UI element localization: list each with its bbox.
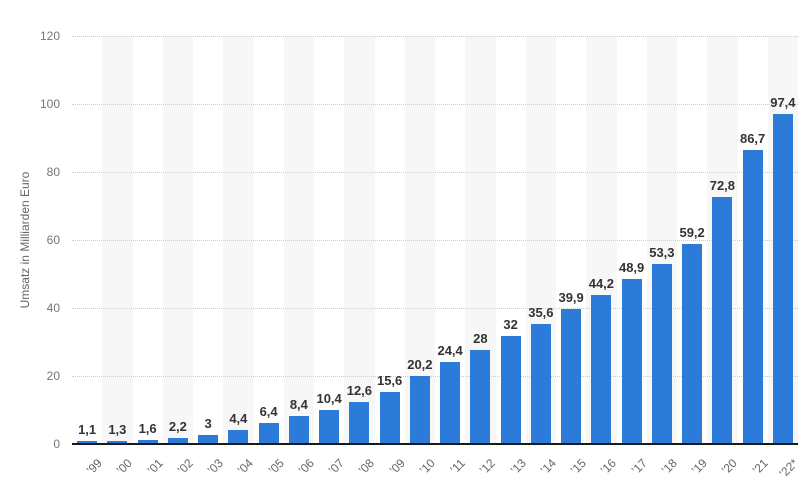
bar-value-label: 1,6 [138,420,157,436]
x-tick-label: ’14 [537,456,559,478]
bar-value-label: 4,4 [229,411,248,427]
bar-value-label: 59,2 [679,224,705,240]
bar[interactable] [591,294,612,445]
x-tick-label: ’12 [477,456,499,478]
grid-line [72,172,798,173]
x-axis-line [72,443,798,445]
bar-value-label: 35,6 [528,304,554,320]
bar[interactable] [712,197,733,445]
x-tick-label: ’22* [776,456,801,481]
grid-line [72,36,798,37]
x-tick-label: ’01 [144,456,166,478]
x-tick-label: ’10 [416,456,438,478]
bar[interactable] [500,336,521,445]
bar[interactable] [651,263,672,445]
bar-value-label: 72,8 [709,178,736,194]
grid-line [72,240,798,241]
y-tick-label: 40 [46,301,60,315]
bar[interactable] [258,423,279,445]
x-tick-label: ’19 [688,456,711,478]
x-tick-label: ’15 [567,456,590,478]
x-tick-label: ’05 [265,456,287,478]
y-tick-label: 60 [46,233,60,247]
bar[interactable] [530,323,551,445]
bar-value-label: 39,9 [558,290,584,306]
x-tick-label: ’09 [386,456,408,478]
bar[interactable] [772,113,793,445]
bar-value-label: 8,4 [289,397,308,413]
x-tick-label: ’13 [507,456,529,478]
bar[interactable] [228,430,249,445]
y-tick-label: 80 [46,165,60,179]
bar-value-label: 97,4 [770,94,796,110]
bar-value-label: 3 [204,415,212,431]
x-tick-label: ’02 [174,456,196,478]
bar[interactable] [470,349,491,445]
x-tick-label: ’07 [325,456,348,478]
bar[interactable] [198,434,219,445]
bar-value-label: 86,7 [739,131,766,147]
bar-value-label: 10,4 [316,390,342,406]
bar-value-label: 1,3 [108,421,127,437]
x-tick-label: ’08 [356,456,378,478]
bar[interactable] [107,440,128,445]
bar[interactable] [682,243,703,445]
grid-line [72,376,798,377]
bar-value-label: 48,9 [618,259,645,275]
grid-line [72,104,798,105]
x-tick-label: ’04 [235,456,257,478]
bar-value-label: 53,3 [649,244,675,260]
bar[interactable] [137,439,158,445]
bar-value-label: 12,6 [346,383,373,399]
bar-value-label: 44,2 [588,275,615,291]
x-tick-label: ’21 [749,456,771,478]
bar[interactable] [561,309,582,445]
bar[interactable] [167,437,188,445]
bar-value-label: 32 [503,317,518,333]
bar-value-label: 15,6 [376,372,403,388]
bar[interactable] [742,150,763,445]
bar[interactable] [409,376,430,445]
bar-value-label: 28 [473,330,488,346]
bar-value-label: 20,2 [407,357,433,373]
x-tick-label: ’11 [447,456,469,477]
bar[interactable] [621,278,642,445]
bar[interactable] [379,391,400,445]
bar-value-label: 1,1 [78,422,97,438]
y-tick-label: 20 [46,369,60,383]
bar-value-label: 6,4 [259,404,278,420]
bar-value-label: 2,2 [168,418,187,434]
bar[interactable] [288,416,309,445]
x-tick-label: ’17 [628,456,650,478]
bar-value-label: 24,4 [437,343,463,359]
x-tick-label: ’18 [658,456,680,478]
x-tick-label: ’00 [114,456,136,478]
bar[interactable] [349,402,370,445]
y-tick-label: 0 [53,437,60,451]
x-tick-label: ’16 [598,456,620,478]
x-tick-label: ’99 [83,456,106,478]
y-tick-label: 120 [39,29,60,43]
plot-area: 1,1 ’99 1,3 ’00 1,6 ’01 2,2 ’02 3 ’03 4,4 ’04 6,4 ’05… [72,36,801,481]
x-tick-label: ’03 [204,456,227,478]
grid-line [72,308,798,309]
x-tick-label: ’06 [295,456,317,478]
bar[interactable] [440,362,461,445]
bar[interactable] [319,409,340,445]
x-tick-label: ’20 [719,456,741,478]
y-tick-label: 100 [39,97,60,111]
